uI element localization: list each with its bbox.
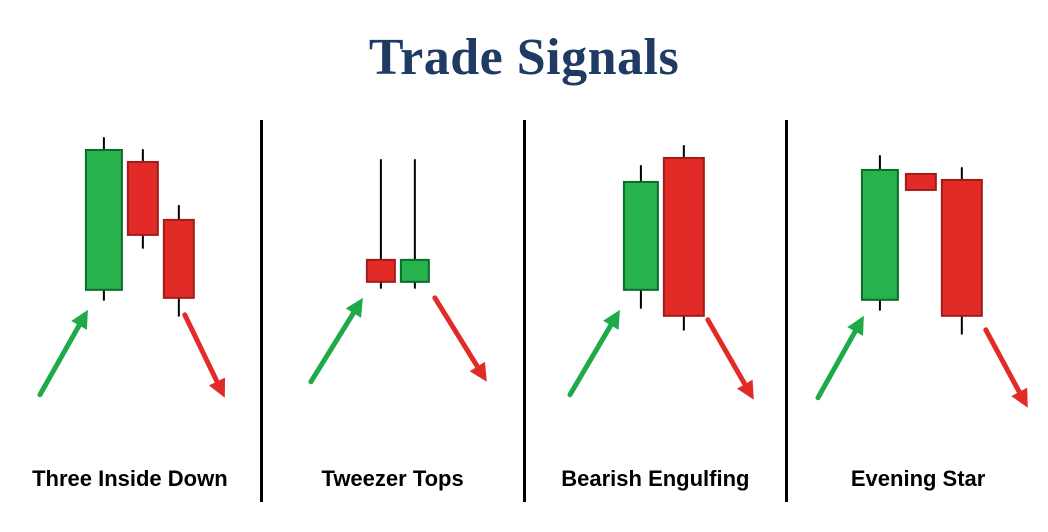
label-three-inside-down: Three Inside Down (0, 466, 260, 492)
panel-evening-star: Evening Star (788, 120, 1048, 502)
panel-bearish-engulfing: Bearish Engulfing (526, 120, 786, 502)
candles-tweezer-tops (263, 120, 523, 430)
candles-evening-star (788, 120, 1048, 430)
panel-tweezer-tops: Tweezer Tops (263, 120, 523, 502)
label-evening-star: Evening Star (788, 466, 1048, 492)
label-bearish-engulfing: Bearish Engulfing (526, 466, 786, 492)
candles-three-inside-down (0, 120, 260, 430)
page-title: Trade Signals (0, 28, 1048, 87)
panel-three-inside-down: Three Inside Down (0, 120, 260, 502)
candles-bearish-engulfing (526, 120, 786, 430)
label-tweezer-tops: Tweezer Tops (263, 466, 523, 492)
signal-panels: Three Inside Down Tweezer Tops Bearish E… (0, 120, 1048, 502)
